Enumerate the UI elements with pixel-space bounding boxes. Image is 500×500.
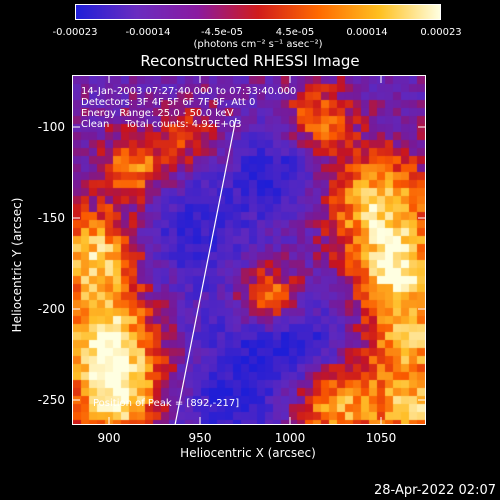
y-tick-label: -200 [37, 302, 65, 316]
y-axis-label: Heliocentric Y (arcsec) [10, 197, 24, 333]
y-tick-label: -250 [37, 393, 65, 407]
heatmap-image [73, 76, 425, 424]
x-tick-label: 1050 [365, 431, 397, 445]
y-tick-label: -100 [37, 120, 65, 134]
colorbar-tick: 4.5e-05 [275, 27, 315, 38]
plot-title: Reconstructed RHESSI Image [140, 52, 360, 70]
plot-area [72, 75, 426, 425]
colorbar-tick: -0.00014 [125, 27, 171, 38]
info-time-range: 14-Jan-2003 07:27:40.000 to 07:33:40.000 [81, 86, 297, 97]
info-total-counts: Clean Total counts: 4.92E+03 [81, 119, 242, 130]
peak-position: Position of Peak = [892,-217] [93, 398, 240, 409]
x-axis-label: Heliocentric X (arcsec) [180, 446, 316, 460]
info-detectors: Detectors: 3F 4F 5F 6F 7F 8F, Att 0 [81, 97, 256, 108]
x-tick-label: 1000 [274, 431, 306, 445]
y-tick-label: -150 [37, 211, 65, 225]
colorbar-tick: -4.5e-05 [201, 27, 243, 38]
timestamp: 28-Apr-2022 02:07 [374, 483, 496, 498]
colorbar-units: (photons cm⁻² s⁻¹ asec⁻²) [193, 39, 323, 50]
colorbar-tick: -0.00023 [52, 27, 98, 38]
colorbar-tick: 0.00014 [346, 27, 388, 38]
colorbar [75, 4, 441, 20]
colorbar-tick: 0.00023 [420, 27, 462, 38]
info-energy-range: Energy Range: 25.0 - 50.0 keV [81, 108, 234, 119]
x-tick-label: 950 [188, 431, 212, 445]
x-tick-label: 900 [97, 431, 121, 445]
